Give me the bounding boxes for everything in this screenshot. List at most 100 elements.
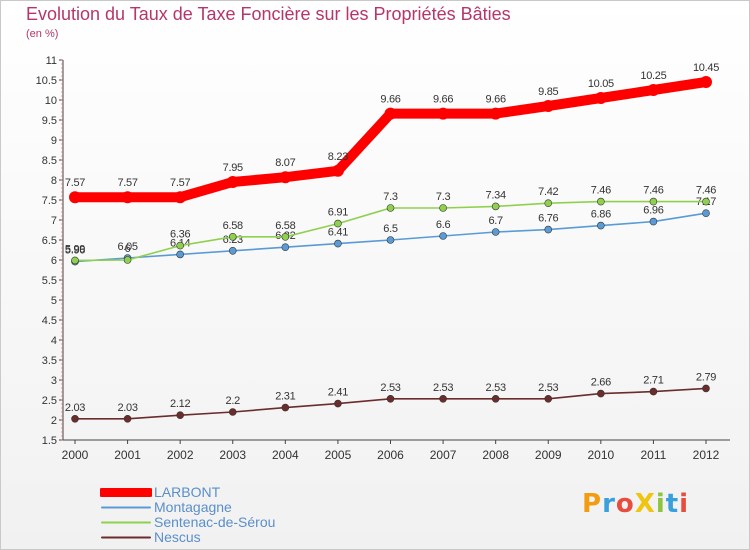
data-label: 7.46 [591,185,611,197]
y-tick-label: 2.5 [42,395,57,407]
y-tick-label: 10.5 [36,75,57,87]
data-point [597,221,605,230]
y-tick-label: 8.5 [42,155,57,167]
data-label: 7.57 [170,177,190,189]
legend-swatch-nescus [101,536,151,539]
data-point [437,107,450,120]
data-label: 2.2 [226,395,241,407]
data-label: 6.58 [275,220,295,232]
y-tick-label: 6.5 [42,235,57,247]
data-label: 7.46 [696,185,716,197]
data-point [702,209,710,217]
data-label: 6.5 [383,223,398,235]
data-label: 2.41 [328,387,348,399]
data-point [647,84,660,96]
x-tick-label: 2009 [535,448,562,462]
x-tick-label: 2003 [219,448,246,462]
data-point [281,243,290,251]
data-point [649,387,658,396]
data-point [649,217,658,226]
data-point [491,228,500,236]
x-tick-label: 2010 [587,448,614,462]
y-tick-label: 7.5 [42,195,57,207]
legend-item-nescus: Nescus [100,530,275,545]
chart-unit-label: (en %) [26,28,59,40]
y-tick-label: 3.5 [42,355,57,367]
data-label: 7.34 [486,189,506,201]
x-tick-label: 2005 [325,448,352,462]
y-tick-label: 1.5 [42,435,57,447]
data-point [386,204,395,212]
data-label: 2.53 [538,382,558,394]
data-label: 5.99 [65,243,85,255]
proxiti-logo: ProXiti [582,489,689,519]
data-label: 6 [125,243,131,255]
y-tick-label: 2 [51,415,57,427]
x-tick-label: 2002 [167,448,194,462]
y-tick-label: 9 [51,135,57,147]
legend-swatch-montagagne [101,506,151,509]
data-point [123,256,132,264]
data-label: 2.03 [65,402,85,414]
data-label: 7.3 [436,191,451,203]
data-point [281,403,290,412]
data-point [71,256,79,265]
y-tick-label: 11 [46,55,57,67]
data-label: 9.66 [486,94,506,106]
data-point [544,225,553,234]
data-point [123,414,132,423]
logo-letter: t [665,489,680,519]
data-point [597,389,605,398]
data-label: 2.53 [380,382,400,394]
data-label: 7.46 [643,185,663,197]
data-point [649,197,658,206]
data-point [71,414,79,423]
x-tick-label: 2006 [377,448,404,462]
data-label: 7.57 [117,177,137,189]
x-tick-label: 2000 [62,448,89,462]
legend-swatch-sentenac [101,521,151,524]
data-point [174,191,187,204]
data-label: 2.12 [170,398,190,410]
data-point [228,233,237,241]
data-label: 9.85 [538,86,558,98]
y-tick-label: 5.5 [42,275,57,287]
data-point [386,394,395,403]
legend-label-nescus: Nescus [154,529,201,545]
y-tick-label: 8 [51,175,57,187]
logo-letter: r [602,489,616,519]
data-label: 10.45 [693,62,719,74]
x-tick-label: 2001 [114,448,141,462]
data-point [226,176,239,188]
legend-item-larbont: LARBONT [100,485,275,500]
data-label: 9.66 [433,94,453,106]
data-label: 5.96 [65,245,85,257]
y-tick-label: 3 [51,375,57,387]
data-label: 7.57 [65,177,85,189]
data-point [176,250,184,259]
legend-item-montagagne: Montagagne [100,500,275,515]
data-label: 2.71 [643,375,663,387]
y-tick-label: 5 [51,295,57,307]
data-point [702,197,710,206]
data-label: 6.96 [643,205,663,217]
data-label: 2.53 [486,382,506,394]
x-tick-label: 2011 [641,448,667,462]
x-tick-label: 2004 [272,448,299,462]
data-point [334,239,342,248]
chart-title: Evolution du Taux de Taxe Foncière sur l… [26,4,511,24]
legend-item-sentenac: Sentenac-de-Sérou [100,515,275,530]
data-label: 6.76 [538,213,558,225]
data-point [281,233,290,241]
legend-label-montagagne: Montagagne [154,499,232,515]
data-label: 6.7 [488,215,503,227]
y-tick-label: 4 [51,335,57,347]
data-label: 6.41 [328,227,348,239]
data-label: 9.66 [380,94,400,106]
data-point [386,236,395,244]
data-point [491,394,500,403]
data-point [439,232,447,240]
data-point [334,219,342,228]
logo-letter: P [582,489,603,519]
